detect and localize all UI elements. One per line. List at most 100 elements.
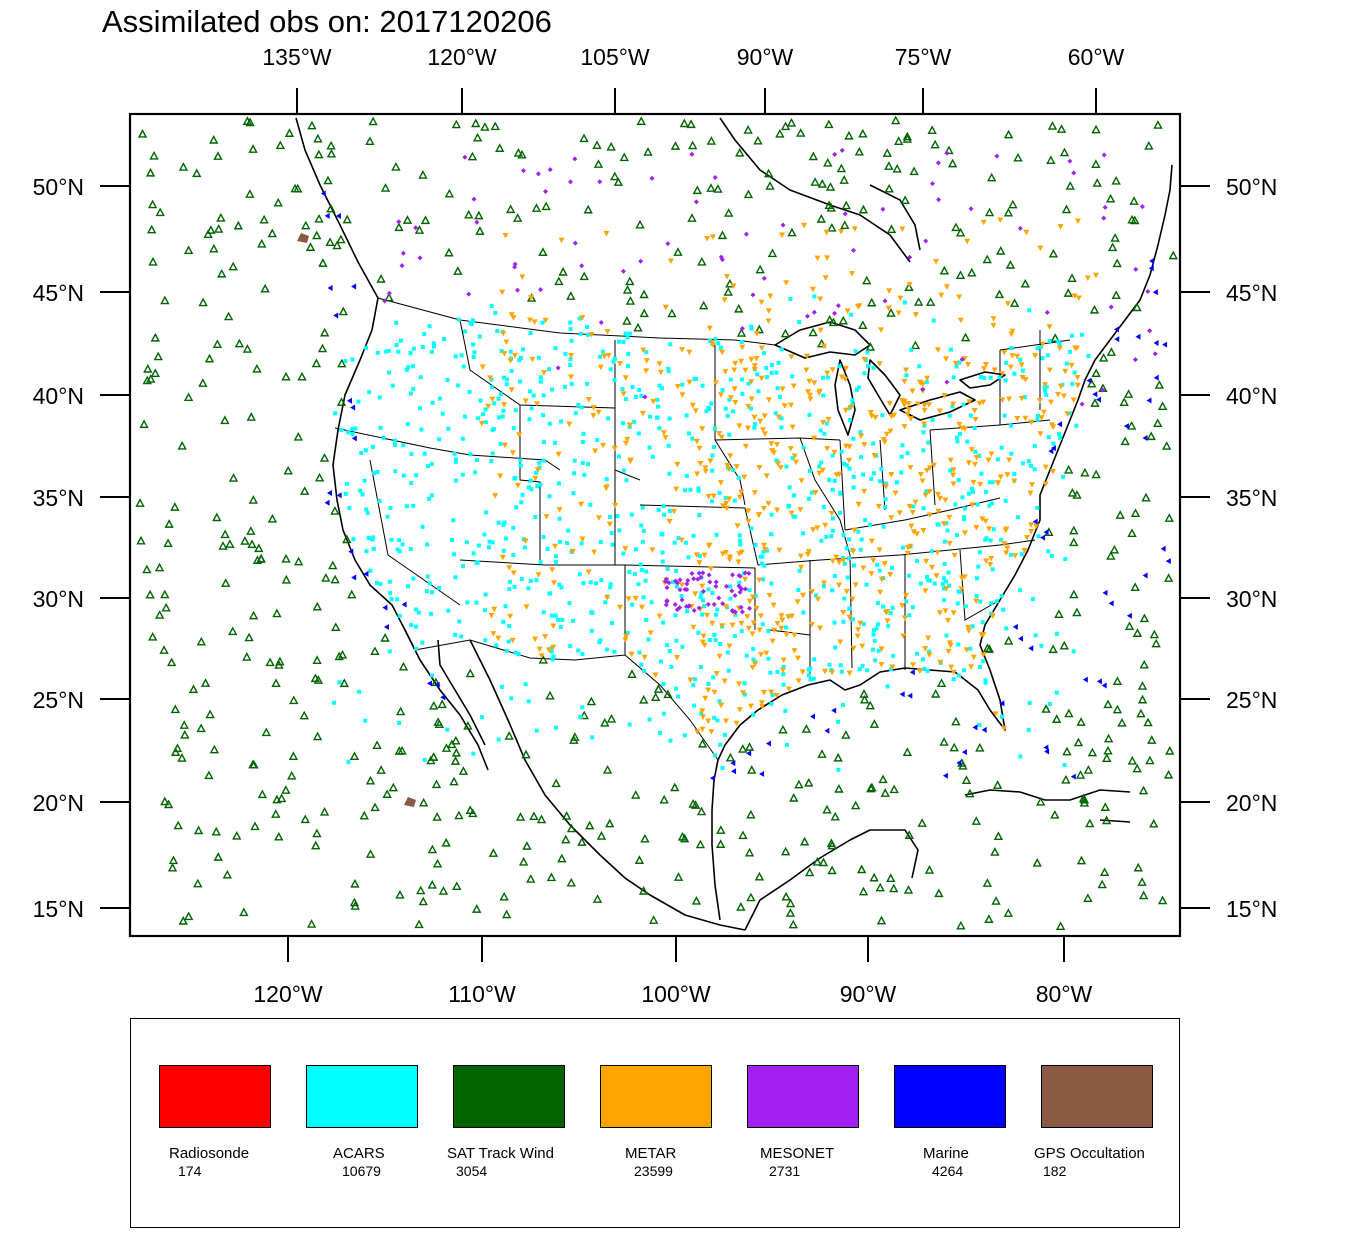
acars-marker: [573, 411, 578, 416]
marine-marker: [350, 404, 356, 411]
observation-map: [100, 88, 1210, 962]
acars-marker: [872, 638, 877, 643]
acars-marker: [627, 331, 632, 336]
sat-track-wind-marker: [188, 684, 199, 694]
acars-marker: [422, 757, 427, 762]
sat-track-wind-marker: [337, 358, 347, 368]
acars-marker: [860, 664, 865, 669]
acars-marker: [796, 588, 801, 593]
mesonet-marker: [944, 150, 950, 156]
sat-track-wind-marker: [794, 779, 804, 789]
acars-marker: [617, 528, 622, 533]
metar-marker: [950, 401, 957, 408]
metar-marker: [783, 632, 790, 638]
metar-marker: [690, 624, 697, 631]
acars-marker: [957, 589, 962, 594]
metar-marker: [775, 414, 782, 420]
metar-marker: [966, 399, 973, 405]
metar-marker: [838, 374, 845, 381]
acars-marker: [1067, 349, 1072, 354]
acars-marker: [812, 294, 817, 299]
sat-track-wind-marker: [902, 131, 912, 141]
acars-marker: [706, 587, 711, 592]
sat-track-wind-marker: [139, 419, 149, 429]
acars-marker: [830, 487, 835, 492]
metar-marker: [950, 610, 957, 616]
sat-track-wind-marker: [522, 841, 532, 850]
sat-track-wind-marker: [891, 115, 901, 125]
metar-marker: [640, 347, 647, 354]
acars-marker: [588, 502, 593, 507]
acars-marker: [965, 439, 970, 444]
acars-marker: [667, 649, 672, 654]
metar-marker: [1068, 362, 1075, 369]
metar-marker: [686, 379, 693, 386]
sat-track-wind-marker: [1157, 895, 1168, 905]
sat-track-wind-marker: [746, 892, 756, 902]
metar-marker: [749, 664, 756, 671]
sat-track-wind-marker: [248, 759, 258, 769]
sat-track-wind-marker: [633, 322, 643, 332]
acars-marker: [565, 540, 570, 545]
sat-track-wind-marker: [538, 654, 548, 664]
acars-marker: [690, 436, 695, 441]
metar-marker: [1001, 349, 1008, 356]
acars-marker: [394, 342, 399, 347]
acars-marker: [975, 502, 980, 507]
acars-marker: [761, 577, 766, 582]
acars-marker: [446, 426, 451, 431]
metar-marker: [746, 598, 753, 605]
acars-marker: [859, 455, 864, 460]
acars-marker: [501, 619, 506, 624]
acars-marker: [781, 672, 786, 677]
acars-marker: [483, 420, 488, 425]
sat-track-wind-marker: [736, 902, 746, 911]
metar-marker: [814, 596, 821, 603]
metar-marker: [829, 367, 836, 373]
metar-marker: [719, 551, 726, 557]
acars-marker: [630, 385, 635, 390]
mesonet-marker: [738, 604, 744, 610]
metar-marker: [1070, 397, 1077, 403]
metar-marker: [643, 358, 650, 364]
acars-marker: [713, 637, 718, 642]
metar-marker: [878, 327, 885, 333]
sat-track-wind-marker: [1130, 508, 1141, 518]
mesonet-marker: [677, 577, 683, 583]
acars-marker: [371, 535, 376, 540]
metar-marker: [736, 681, 743, 687]
acars-marker: [1071, 649, 1076, 654]
acars-marker: [584, 381, 589, 386]
sat-track-wind-marker: [844, 130, 854, 140]
sat-track-wind-marker: [1050, 809, 1060, 819]
sat-track-wind-marker: [135, 498, 145, 507]
legend-swatch: [1041, 1065, 1153, 1128]
metar-marker: [942, 356, 949, 362]
acars-marker: [657, 426, 662, 431]
metar-marker: [514, 482, 521, 489]
acars-marker: [501, 408, 506, 413]
sat-track-wind-marker: [1005, 260, 1016, 269]
sat-track-wind-marker: [625, 276, 635, 286]
metar-marker: [712, 380, 719, 386]
acars-marker: [672, 540, 677, 545]
marine-marker: [1162, 341, 1168, 348]
mesonet-marker: [471, 196, 477, 202]
metar-marker: [765, 308, 772, 314]
sat-track-wind-marker: [414, 919, 424, 929]
acars-marker: [397, 613, 402, 618]
mesonet-marker: [707, 579, 713, 585]
sat-track-wind-marker: [1035, 796, 1046, 806]
acars-marker: [1040, 356, 1045, 361]
metar-marker: [671, 508, 678, 515]
metar-marker: [957, 317, 964, 324]
metar-marker: [969, 502, 976, 508]
acars-marker: [621, 468, 626, 473]
metar-marker: [751, 490, 758, 496]
mesonet-marker: [750, 292, 756, 298]
acars-marker: [865, 364, 870, 369]
sat-track-wind-marker: [228, 626, 238, 636]
metar-marker: [797, 553, 804, 560]
acars-marker: [786, 504, 791, 509]
acars-marker: [666, 369, 671, 374]
